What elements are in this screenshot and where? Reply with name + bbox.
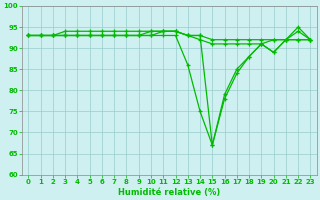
X-axis label: Humidité relative (%): Humidité relative (%) [118,188,220,197]
